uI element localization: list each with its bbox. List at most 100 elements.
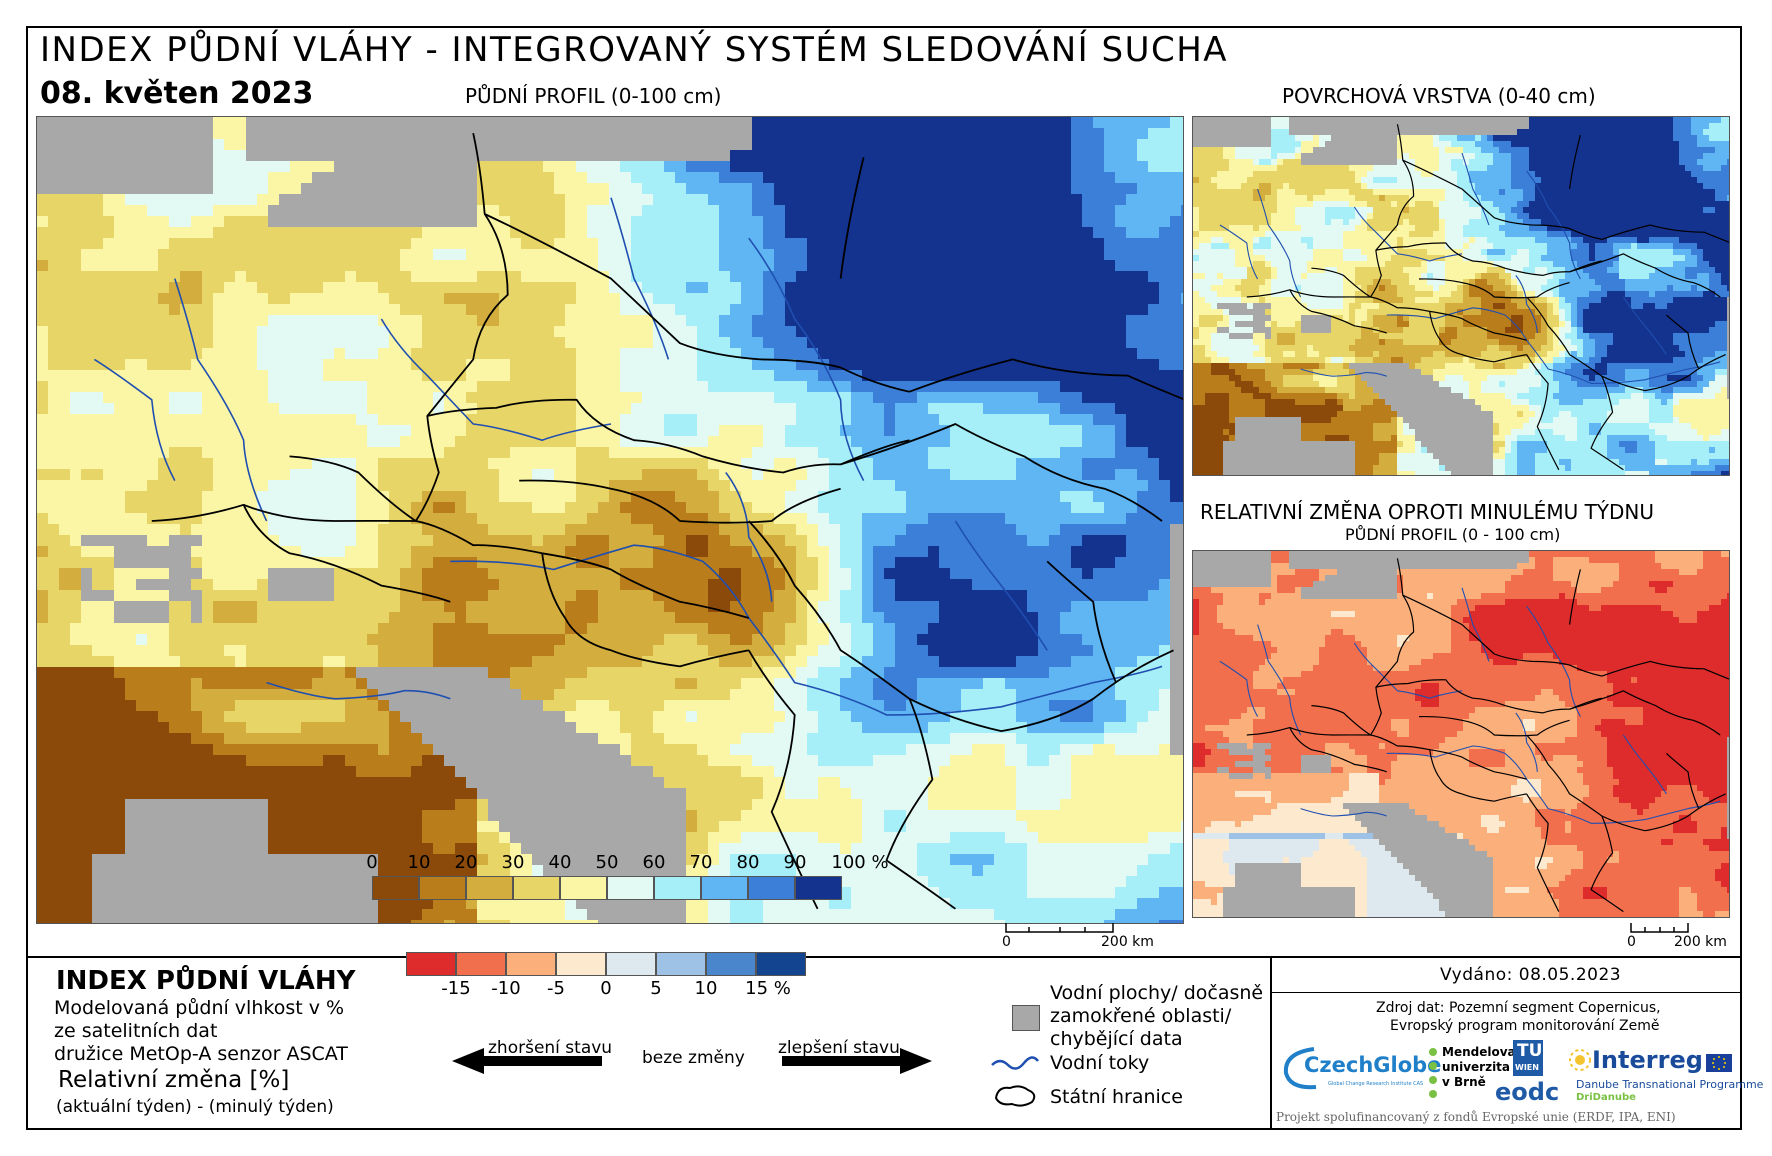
nochange-label: beze změny bbox=[642, 1048, 745, 1068]
change-scalebar-zero: 0 bbox=[1627, 934, 1636, 950]
eu-flag-icon bbox=[1706, 1054, 1732, 1072]
eodc-logo[interactable]: eodc bbox=[1495, 1078, 1560, 1106]
index-tick-9: 90 bbox=[783, 852, 807, 873]
water-label-3: chybějící data bbox=[1050, 1028, 1183, 1050]
cofinancing-footer: Projekt spolufinancovaný z fondů Evropsk… bbox=[1276, 1110, 1676, 1124]
change-tick-1: -10 bbox=[491, 978, 521, 999]
interreg-sun-icon bbox=[1569, 1049, 1591, 1071]
index-swatch-9 bbox=[795, 876, 842, 900]
index-swatch-8 bbox=[748, 876, 795, 900]
water-label-2: zamokřené oblasti/ bbox=[1050, 1005, 1232, 1027]
index-swatch-7 bbox=[701, 876, 748, 900]
czechglobe-subtitle: Global Change Research Institute CAS bbox=[1328, 1081, 1424, 1087]
poster-frame bbox=[26, 26, 1742, 1130]
index-tick-3: 30 bbox=[501, 852, 525, 873]
interreg-project: DriDanube bbox=[1576, 1092, 1636, 1103]
change-direction-arrows bbox=[452, 1046, 932, 1076]
mendel-university-logo[interactable]: Mendelova univerzita v Brně bbox=[1428, 1044, 1516, 1104]
index-swatch-5 bbox=[607, 876, 654, 900]
change-scalebar-line bbox=[1630, 923, 1689, 933]
tu-wien-name: TU bbox=[1517, 1041, 1543, 1061]
change-map-title: RELATIVNÍ ZMĚNA OPROTI MINULÉMU TÝDNU bbox=[1200, 500, 1655, 524]
index-swatch-1 bbox=[419, 876, 466, 900]
index-swatch-6 bbox=[654, 876, 701, 900]
border-symbol-icon bbox=[994, 1085, 1036, 1107]
change-swatch-2 bbox=[506, 952, 556, 976]
main-scalebar-line bbox=[1005, 923, 1114, 933]
change-tick-2: -5 bbox=[547, 978, 565, 999]
issued-date: Vydáno: 08.05.2023 bbox=[1440, 965, 1622, 985]
tu-wien-logo[interactable]: TU WIEN bbox=[1513, 1040, 1543, 1076]
legend-heading: INDEX PŮDNÍ VLÁHY bbox=[56, 966, 356, 996]
poster-title: INDEX PŮDNÍ VLÁHY - INTEGROVANÝ SYSTÉM S… bbox=[40, 30, 1229, 70]
index-tick-8: 80 bbox=[736, 852, 760, 873]
czechglobe-swoosh-icon bbox=[1283, 1047, 1317, 1090]
surface-layer-map[interactable] bbox=[1192, 116, 1730, 476]
index-tick-2: 20 bbox=[454, 852, 478, 873]
river-symbol-icon bbox=[991, 1056, 1039, 1070]
change-tick-0: -15 bbox=[441, 978, 471, 999]
surface-map-canvas bbox=[1193, 117, 1729, 475]
index-swatch-0 bbox=[372, 876, 419, 900]
index-swatch-3 bbox=[513, 876, 560, 900]
change-tick-5: 10 bbox=[694, 978, 718, 999]
interreg-logo[interactable]: Interreg Danube Transnational Programme … bbox=[1568, 1046, 1763, 1108]
legend-desc-1: Modelovaná půdní vlhkost v % bbox=[54, 997, 345, 1019]
mendel-line-1: Mendelova bbox=[1442, 1045, 1516, 1059]
index-tick-6: 60 bbox=[642, 852, 666, 873]
source-line-2: Evropský program monitorování Země bbox=[1390, 1018, 1660, 1034]
source-line-1: Zdroj dat: Pozemní segment Copernicus, bbox=[1376, 1000, 1661, 1016]
water-label-1: Vodní plochy/ dočasně bbox=[1050, 982, 1264, 1004]
borders-label: Státní hranice bbox=[1050, 1086, 1183, 1108]
missing-data-swatch bbox=[1012, 1005, 1040, 1031]
change-scalebar-end: 200 km bbox=[1674, 934, 1727, 950]
change-swatch-5 bbox=[656, 952, 706, 976]
tu-wien-sub: WIEN bbox=[1515, 1063, 1539, 1072]
index-swatch-4 bbox=[560, 876, 607, 900]
legend-change-formula: (aktuální týden) - (minulý týden) bbox=[56, 1097, 334, 1117]
index-tick-10: 100 % bbox=[831, 852, 889, 873]
index-swatch-2 bbox=[466, 876, 513, 900]
legend-divider bbox=[26, 956, 1742, 958]
main-scalebar-end: 200 km bbox=[1101, 934, 1154, 950]
change-swatch-6 bbox=[706, 952, 756, 976]
interreg-programme: Danube Transnational Programme bbox=[1576, 1078, 1764, 1091]
index-tick-1: 10 bbox=[407, 852, 431, 873]
better-label: zlepšení stavu bbox=[778, 1038, 900, 1058]
main-map-title: PŮDNÍ PROFIL (0-100 cm) bbox=[465, 84, 722, 108]
legend-desc-2: ze satelitních dat bbox=[54, 1020, 218, 1042]
mendel-dots-icon bbox=[1429, 1048, 1437, 1098]
direction-arrows-svg bbox=[452, 1048, 932, 1074]
surface-map-title: POVRCHOVÁ VRSTVA (0-40 cm) bbox=[1282, 84, 1596, 108]
change-swatch-3 bbox=[556, 952, 606, 976]
main-scalebar: 0 200 km bbox=[1002, 922, 1170, 952]
main-scalebar-zero: 0 bbox=[1002, 934, 1011, 950]
czechglobe-name: CzechGlobe bbox=[1304, 1053, 1442, 1077]
mendel-line-2: univerzita bbox=[1442, 1060, 1511, 1074]
interreg-name: Interreg bbox=[1592, 1046, 1703, 1074]
mendel-line-3: v Brně bbox=[1442, 1075, 1486, 1089]
legend-desc-3: družice MetOp-A senzor ASCAT bbox=[54, 1043, 348, 1065]
rivers-label: Vodní toky bbox=[1050, 1052, 1150, 1074]
relative-change-map[interactable] bbox=[1192, 550, 1730, 918]
worse-label: zhoršení stavu bbox=[488, 1038, 613, 1058]
change-map-subtitle: PŮDNÍ PROFIL (0 - 100 cm) bbox=[1345, 525, 1561, 544]
change-tick-6: 15 % bbox=[745, 978, 791, 999]
change-scalebar: 0 200 km bbox=[1627, 922, 1730, 952]
main-soil-moisture-map[interactable] bbox=[36, 116, 1184, 924]
index-tick-5: 50 bbox=[595, 852, 619, 873]
change-swatch-0 bbox=[406, 952, 456, 976]
main-map-canvas bbox=[37, 117, 1183, 923]
change-swatch-4 bbox=[606, 952, 656, 976]
legend-change-heading: Relativní změna [%] bbox=[58, 1067, 290, 1093]
change-tick-3: 0 bbox=[600, 978, 612, 999]
change-map-canvas bbox=[1193, 551, 1729, 917]
change-swatch-1 bbox=[456, 952, 506, 976]
change-tick-4: 5 bbox=[650, 978, 662, 999]
index-tick-4: 40 bbox=[548, 852, 572, 873]
legend-divider-vertical bbox=[1270, 956, 1272, 1130]
change-swatch-7 bbox=[756, 952, 806, 976]
info-divider bbox=[1272, 992, 1742, 993]
index-tick-7: 70 bbox=[689, 852, 713, 873]
poster-date: 08. květen 2023 bbox=[40, 76, 314, 111]
